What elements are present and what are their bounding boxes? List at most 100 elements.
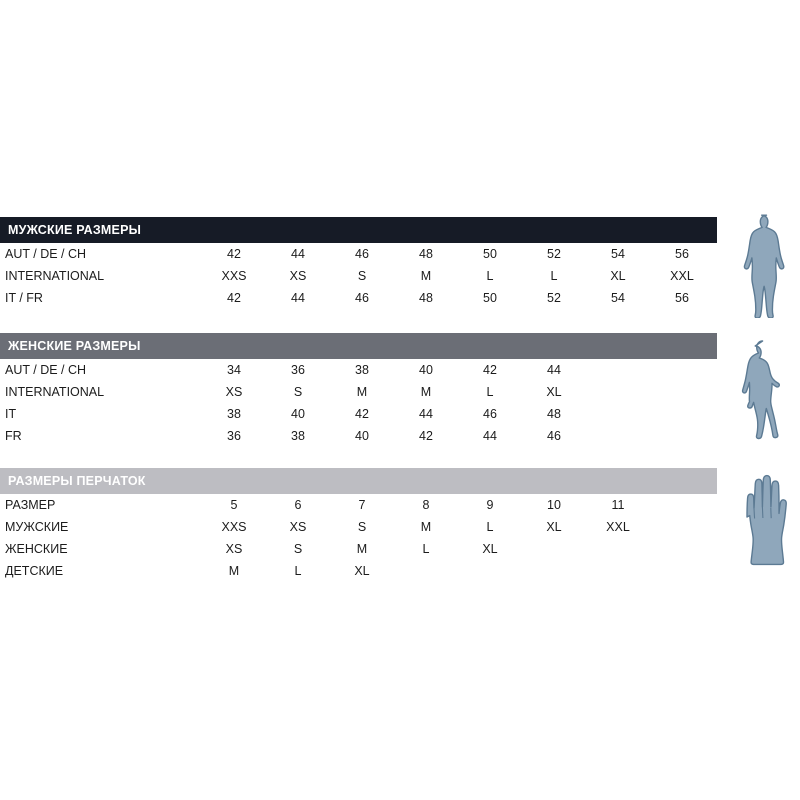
table-row: AUT / DE / CH 42 44 46 48 50 52 54 56: [0, 243, 717, 265]
table-row: МУЖСКИЕ XXS XS S M L XL XXL: [0, 516, 717, 538]
size-cell: XXL: [670, 269, 694, 283]
size-cell: 48: [419, 247, 433, 261]
size-cell: 10: [547, 498, 561, 512]
size-cell: XS: [289, 269, 307, 283]
row-label: AUT / DE / CH: [5, 247, 87, 261]
size-cell: 56: [675, 247, 689, 261]
female-figure-icon: [738, 338, 794, 446]
size-cell: 9: [486, 498, 494, 512]
size-cell: 46: [483, 407, 497, 421]
size-cell: 54: [611, 291, 625, 305]
table-row: INTERNATIONAL XXS XS S M L L XL XXL: [0, 265, 717, 287]
size-cell: 44: [419, 407, 433, 421]
size-cell: 42: [419, 429, 433, 443]
row-label: IT / FR: [5, 291, 43, 305]
table-row: ЖЕНСКИЕ XS S M L XL: [0, 538, 717, 560]
size-cell: 44: [291, 291, 305, 305]
size-cell: M: [356, 542, 368, 556]
row-values: XXS XS S M L L XL XXL: [0, 265, 717, 287]
row-values: XXS XS S M L XL XXL: [0, 516, 717, 538]
section-women-sizes: ЖЕНСКИЕ РАЗМЕРЫ AUT / DE / CH 34 36 38 40 42 4…: [0, 333, 800, 447]
size-cell: L: [294, 564, 302, 578]
size-cell: 40: [419, 363, 433, 377]
row-values: XS S M L XL: [0, 538, 717, 560]
size-cell: 44: [483, 429, 497, 443]
size-cell: XL: [546, 385, 562, 399]
size-cell: 42: [227, 291, 241, 305]
size-cell: 44: [547, 363, 561, 377]
glove-sizes-header-label: РАЗМЕРЫ ПЕРЧАТОК: [8, 474, 146, 488]
size-cell: L: [422, 542, 430, 556]
row-values: 42 44 46 48 50 52 54 56: [0, 243, 717, 265]
size-cell: 54: [611, 247, 625, 261]
row-label: INTERNATIONAL: [5, 385, 105, 399]
size-cell: L: [550, 269, 558, 283]
size-cell: M: [420, 520, 432, 534]
size-cell: 6: [294, 498, 302, 512]
section-glove-sizes: РАЗМЕРЫ ПЕРЧАТОК РАЗМЕР 5 6 7 8 9 10 11 МУЖСКИЕ X…: [0, 468, 800, 582]
women-sizes-header: ЖЕНСКИЕ РАЗМЕРЫ: [0, 333, 717, 359]
size-cell: 46: [547, 429, 561, 443]
row-values: 36 38 40 42 44 46: [0, 425, 717, 447]
table-row: FR 36 38 40 42 44 46: [0, 425, 717, 447]
size-cell: 42: [483, 363, 497, 377]
size-cell: 50: [483, 291, 497, 305]
size-cell: XL: [354, 564, 370, 578]
row-values: 34 36 38 40 42 44: [0, 359, 717, 381]
table-row: IT 38 40 42 44 46 48: [0, 403, 717, 425]
size-cell: S: [293, 385, 303, 399]
row-values: 42 44 46 48 50 52 54 56: [0, 287, 717, 309]
row-label: РАЗМЕР: [5, 498, 56, 512]
size-cell: XXS: [221, 520, 247, 534]
size-cell: 34: [227, 363, 241, 377]
size-cell: 48: [547, 407, 561, 421]
size-cell: S: [357, 269, 367, 283]
row-label: IT: [5, 407, 17, 421]
size-cell: M: [420, 385, 432, 399]
size-cell: L: [486, 385, 494, 399]
size-cell: 52: [547, 291, 561, 305]
men-sizes-rows: AUT / DE / CH 42 44 46 48 50 52 54 56 INTERNATION…: [0, 243, 717, 309]
size-cell: 50: [483, 247, 497, 261]
size-cell: XS: [225, 385, 243, 399]
row-values: 5 6 7 8 9 10 11: [0, 494, 717, 516]
row-label: AUT / DE / CH: [5, 363, 87, 377]
row-label: FR: [5, 429, 22, 443]
size-cell: XL: [610, 269, 626, 283]
size-cell: 38: [355, 363, 369, 377]
size-cell: 48: [419, 291, 433, 305]
section-men-sizes: МУЖСКИЕ РАЗМЕРЫ AUT / DE / CH 42 44 46 48 50 5…: [0, 217, 800, 309]
size-cell: M: [356, 385, 368, 399]
women-sizes-rows: AUT / DE / CH 34 36 38 40 42 44 INTERNATIONAL XS…: [0, 359, 717, 447]
size-cell: 46: [355, 247, 369, 261]
size-cell: 52: [547, 247, 561, 261]
row-values: 38 40 42 44 46 48: [0, 403, 717, 425]
men-sizes-header-label: МУЖСКИЕ РАЗМЕРЫ: [8, 223, 142, 237]
glove-sizes-rows: РАЗМЕР 5 6 7 8 9 10 11 МУЖСКИЕ XXS XS S M L XL XXL ЖЕНСК…: [0, 494, 717, 582]
size-cell: XL: [546, 520, 562, 534]
size-cell: 38: [227, 407, 241, 421]
table-row: IT / FR 42 44 46 48 50 52 54 56: [0, 287, 717, 309]
glove-sizes-header: РАЗМЕРЫ ПЕРЧАТОК: [0, 468, 717, 494]
row-label: ДЕТСКИЕ: [5, 564, 64, 578]
size-cell: 36: [227, 429, 241, 443]
size-cell: L: [486, 520, 494, 534]
size-cell: M: [228, 564, 240, 578]
table-row: ДЕТСКИЕ M L XL: [0, 560, 717, 582]
size-cell: XXL: [606, 520, 630, 534]
size-cell: 11: [611, 498, 625, 512]
size-cell: 46: [355, 291, 369, 305]
size-cell: 42: [355, 407, 369, 421]
size-cell: 56: [675, 291, 689, 305]
size-cell: 38: [291, 429, 305, 443]
size-cell: 40: [355, 429, 369, 443]
size-cell: 5: [230, 498, 238, 512]
row-label: МУЖСКИЕ: [5, 520, 69, 534]
size-cell: 7: [358, 498, 366, 512]
size-cell: XS: [289, 520, 307, 534]
size-cell: S: [293, 542, 303, 556]
size-cell: 42: [227, 247, 241, 261]
size-cell: XXS: [221, 269, 247, 283]
row-values: XS S M M L XL: [0, 381, 717, 403]
size-cell: S: [357, 520, 367, 534]
